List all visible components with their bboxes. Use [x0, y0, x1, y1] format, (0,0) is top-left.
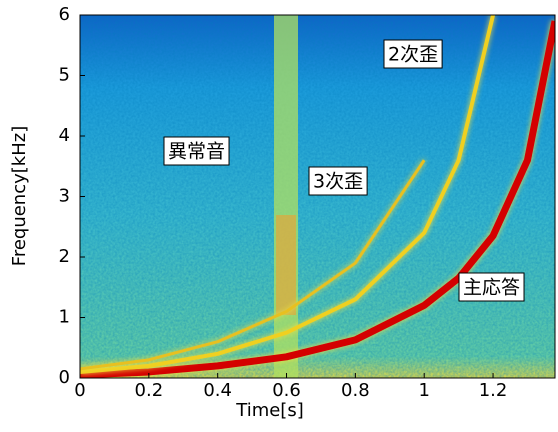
annotation-box	[458, 272, 525, 302]
annotation: 異常音	[163, 136, 230, 166]
annotation-text: 3次歪	[313, 171, 363, 193]
harmonic-curve	[80, 15, 495, 374]
annotation-box	[163, 136, 230, 166]
y-tick-label: 2	[59, 246, 70, 267]
curves	[80, 15, 555, 378]
annotation-text: 主応答	[463, 277, 520, 299]
spectrogram	[80, 15, 555, 378]
annotation-box	[383, 39, 443, 69]
anomaly-band	[274, 15, 298, 378]
x-axis-label: Time[s]	[235, 400, 303, 421]
y-tick-label: 6	[59, 4, 70, 25]
y-axis-label: Frequency[kHz]	[9, 126, 30, 266]
x-tick-label: 0.6	[272, 380, 301, 401]
y-tick-label: 1	[59, 307, 70, 328]
x-tick-label: 0.4	[203, 380, 232, 401]
harmonic-curve	[80, 20, 555, 378]
y-tick-label: 4	[59, 125, 70, 146]
x-tick-label: 0	[74, 380, 85, 401]
annotation-text: 2次歪	[388, 44, 438, 66]
y-tick-label: 3	[59, 186, 70, 207]
noise	[80, 15, 555, 378]
y-tick-label: 0	[59, 367, 70, 388]
annotation-box	[308, 166, 368, 196]
x-tick-label: 1	[418, 380, 429, 401]
harmonic-curve	[80, 159, 426, 371]
annotation-text: 異常音	[168, 141, 225, 163]
x-tick-label: 1.2	[479, 380, 508, 401]
annotation: 2次歪	[383, 39, 443, 69]
y-tick-label: 5	[59, 65, 70, 86]
annotation: 主応答	[458, 272, 525, 302]
annotation: 3次歪	[308, 166, 368, 196]
anomaly-core	[276, 215, 296, 315]
x-tick-label: 0.8	[341, 380, 370, 401]
x-tick-label: 0.2	[135, 380, 164, 401]
